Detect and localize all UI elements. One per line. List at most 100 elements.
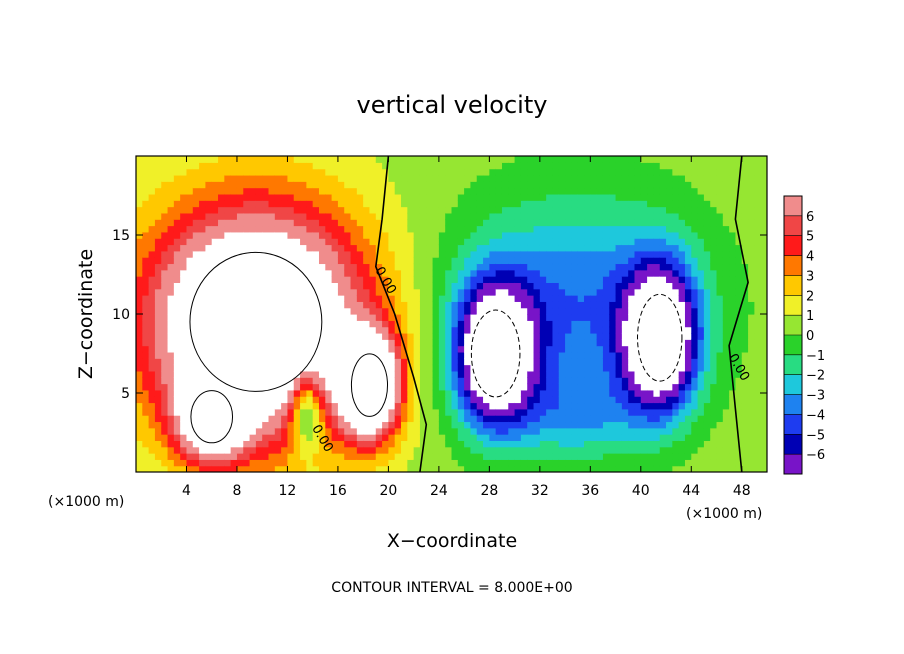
field-cell xyxy=(287,326,295,334)
field-cell xyxy=(293,257,301,265)
field-cell xyxy=(306,263,314,271)
field-cell xyxy=(571,200,579,208)
field-cell xyxy=(621,351,629,359)
field-cell xyxy=(274,219,282,227)
field-cell xyxy=(438,301,446,309)
field-cell xyxy=(628,358,636,366)
field-cell xyxy=(419,187,427,195)
field-cell xyxy=(451,377,459,385)
field-cell xyxy=(653,453,661,460)
field-cell xyxy=(533,301,541,309)
field-cell xyxy=(615,238,623,246)
field-cell xyxy=(262,358,270,366)
field-cell xyxy=(388,446,396,454)
field-cell xyxy=(741,389,749,397)
field-cell xyxy=(760,415,767,423)
field-cell xyxy=(684,453,692,460)
field-cell xyxy=(394,421,402,429)
field-cell xyxy=(577,339,585,347)
field-cell xyxy=(413,288,421,296)
field-cell xyxy=(445,301,453,309)
field-cell xyxy=(697,301,705,309)
field-cell xyxy=(684,231,692,239)
field-cell xyxy=(457,421,465,429)
field-cell xyxy=(281,200,289,208)
field-cell xyxy=(382,370,389,378)
field-cell xyxy=(527,269,535,277)
field-cell xyxy=(495,314,503,321)
field-cell xyxy=(489,402,497,410)
field-cell xyxy=(470,269,478,277)
field-cell xyxy=(344,377,352,385)
field-cell xyxy=(577,314,585,321)
field-cell xyxy=(703,358,711,366)
field-cell xyxy=(293,453,301,460)
field-cell xyxy=(401,351,408,359)
field-cell xyxy=(407,181,415,189)
field-cell xyxy=(558,402,566,410)
field-cell xyxy=(520,174,528,182)
field-cell xyxy=(684,168,692,176)
field-cell xyxy=(413,200,421,208)
field-cell xyxy=(596,383,604,391)
field-cell xyxy=(483,320,490,328)
field-cell xyxy=(281,156,289,163)
field-cell xyxy=(621,415,629,423)
field-cell xyxy=(293,396,301,404)
field-cell xyxy=(161,339,169,347)
field-cell xyxy=(350,219,358,227)
field-cell xyxy=(647,288,655,296)
field-cell xyxy=(173,320,181,328)
field-cell xyxy=(527,320,535,328)
field-cell xyxy=(672,358,680,366)
field-cell xyxy=(350,421,358,429)
field-cell xyxy=(760,434,767,441)
field-cell xyxy=(287,389,295,397)
field-cell xyxy=(653,206,661,214)
field-cell xyxy=(722,257,730,265)
field-cell xyxy=(621,187,629,195)
field-cell xyxy=(546,389,554,397)
field-cell xyxy=(748,295,755,302)
field-cell xyxy=(186,465,194,472)
field-cell xyxy=(653,326,661,334)
field-cell xyxy=(350,358,358,366)
field-cell xyxy=(571,168,579,176)
field-cell xyxy=(375,440,383,448)
field-cell xyxy=(167,364,175,372)
field-cell xyxy=(697,314,705,321)
field-cell xyxy=(236,421,244,429)
field-cell xyxy=(426,257,434,265)
field-cell xyxy=(388,370,396,378)
field-cell xyxy=(325,162,333,170)
field-cell xyxy=(369,377,377,385)
field-cell xyxy=(281,389,289,397)
field-cell xyxy=(438,200,446,208)
field-cell xyxy=(476,465,484,472)
field-cell xyxy=(691,345,699,353)
field-cell xyxy=(154,358,162,366)
field-cell xyxy=(546,459,554,467)
field-cell xyxy=(407,326,415,334)
field-cell xyxy=(318,364,326,372)
field-cell xyxy=(653,162,661,170)
field-cell xyxy=(602,396,610,404)
field-cell xyxy=(136,225,143,233)
field-cell xyxy=(647,332,655,340)
field-cell xyxy=(337,358,345,366)
field-cell xyxy=(666,396,673,404)
field-cell xyxy=(426,314,434,321)
field-cell xyxy=(199,459,207,467)
field-cell xyxy=(382,307,389,315)
field-cell xyxy=(211,162,219,170)
field-cell xyxy=(609,351,617,359)
field-cell xyxy=(161,453,169,460)
field-cell xyxy=(577,288,585,296)
field-cell xyxy=(684,402,692,410)
field-cell xyxy=(236,301,244,309)
field-cell xyxy=(457,219,465,227)
field-cell xyxy=(268,238,276,246)
field-cell xyxy=(180,446,188,454)
field-cell xyxy=(501,269,509,277)
field-cell xyxy=(350,370,358,378)
